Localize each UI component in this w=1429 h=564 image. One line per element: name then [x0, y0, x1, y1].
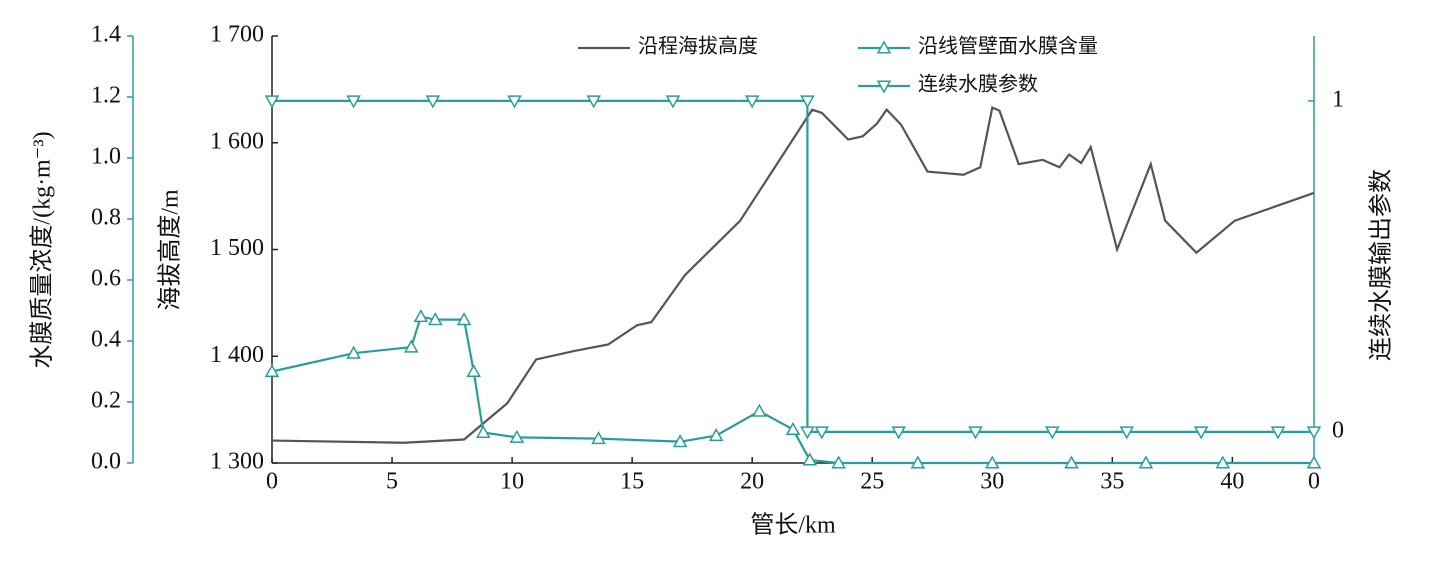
y-tick-label: 1 300 [210, 449, 264, 475]
y3-tick-label: 0.4 [91, 327, 121, 353]
marker [264, 363, 280, 378]
y3-tick-label: 1.0 [91, 144, 121, 170]
y2-tick-label: 0 [1332, 417, 1344, 443]
marker [346, 95, 361, 109]
y3-tick-label: 0.0 [91, 449, 121, 475]
marker [785, 421, 801, 435]
marker [346, 345, 361, 359]
marker [814, 426, 830, 440]
marker [802, 452, 818, 466]
marker [403, 339, 419, 353]
marker [672, 434, 688, 448]
marker [831, 455, 846, 469]
x-tick-label: 0 [266, 469, 278, 495]
marker [1215, 455, 1231, 469]
x-axis-title: 管长/km [750, 512, 836, 539]
y-tick-label: 1 700 [210, 22, 264, 48]
marker [413, 309, 429, 323]
y3-tick-label: 0.6 [91, 266, 121, 292]
legend-label: 沿线管壁面水膜含量 [918, 35, 1098, 58]
marker [427, 312, 443, 326]
marker [476, 424, 491, 439]
marker [1119, 426, 1135, 440]
y2-axis-title: 连续水膜输出参数 [1368, 169, 1395, 361]
x-tick-label: 25 [860, 469, 884, 495]
marker [744, 95, 760, 109]
x-tick-label: 15 [620, 469, 644, 495]
marker [264, 95, 280, 109]
marker [968, 426, 983, 440]
marker [509, 429, 525, 443]
y-tick-label: 1 400 [210, 342, 264, 368]
marker [456, 312, 472, 326]
legend-marker [876, 80, 892, 94]
marker [665, 95, 681, 109]
legend-label: 沿程海拔高度 [638, 35, 758, 58]
marker [507, 95, 522, 109]
x-tick-label: 30 [980, 469, 1004, 495]
x-tick-label: 40 [1220, 469, 1244, 495]
y3-tick-label: 0.8 [91, 205, 121, 231]
x-tick-label: 10 [500, 469, 524, 495]
y2-tick-label: 1 [1332, 86, 1344, 112]
marker [586, 95, 601, 109]
y3-axis-title: 水膜质量浓度/(kg·m⁻³) [29, 131, 56, 368]
legend-label: 连续水膜参数 [918, 73, 1038, 96]
marker [1045, 426, 1060, 440]
marker [985, 455, 1000, 469]
marker [708, 428, 724, 442]
y3-tick-label: 0.2 [91, 388, 121, 414]
marker [800, 426, 815, 440]
marker [1193, 426, 1209, 440]
x-tick-label: 35 [1100, 469, 1124, 495]
marker [891, 426, 906, 440]
marker [466, 363, 481, 378]
marker [1306, 455, 1322, 469]
x-tick-label: 5 [386, 469, 398, 495]
marker [591, 431, 606, 445]
x-tick-label: 20 [740, 469, 764, 495]
legend-marker [876, 40, 892, 54]
marker [1306, 426, 1322, 440]
y-tick-label: 1 600 [210, 128, 264, 154]
marker [910, 455, 926, 469]
marker [1138, 455, 1154, 469]
marker [1270, 426, 1286, 440]
marker [752, 403, 767, 417]
x-tick-label: 0 [1308, 469, 1320, 495]
y3-tick-label: 1.2 [91, 83, 121, 109]
series-line [271, 105, 1315, 444]
marker [425, 95, 441, 109]
y3-tick-label: 1.4 [91, 22, 121, 48]
marker [800, 95, 815, 109]
series-line [271, 315, 1314, 465]
y-tick-label: 1 500 [210, 235, 264, 261]
marker [1064, 455, 1079, 469]
series-line [272, 99, 1314, 433]
y-axis-title: 海拔高度/m [157, 189, 184, 311]
